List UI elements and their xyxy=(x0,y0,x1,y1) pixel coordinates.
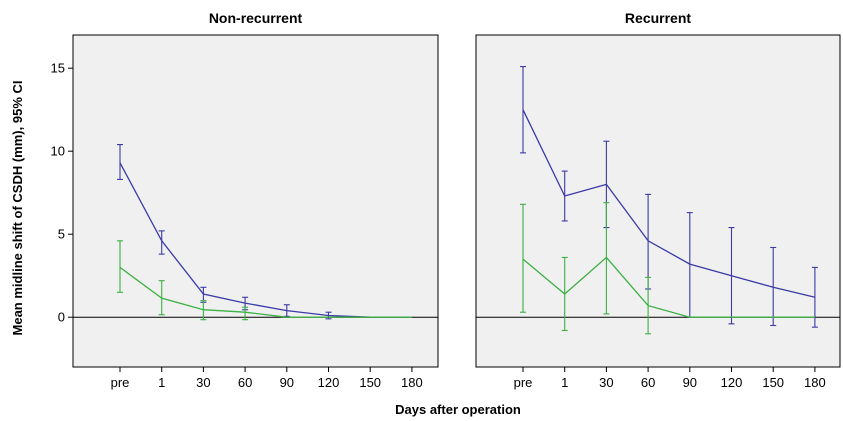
x-tick-label: 90 xyxy=(683,375,697,390)
x-tick-label: 120 xyxy=(721,375,743,390)
error-bar xyxy=(158,230,165,255)
x-tick-label: pre xyxy=(514,375,533,390)
panel-2: Recurrent pre 1 30 60 90 120 150 180 xyxy=(475,10,841,390)
series-line xyxy=(522,256,815,318)
x-tick-label: 30 xyxy=(599,375,613,390)
x-tick-label: 180 xyxy=(401,375,423,390)
y-tick-label: 5 xyxy=(58,227,65,242)
x-tick-label: 1 xyxy=(561,375,568,390)
x-tick-label: 150 xyxy=(359,375,381,390)
x-tick-label: 30 xyxy=(196,375,210,390)
series-line xyxy=(119,266,412,318)
y-tick-label: 10 xyxy=(51,144,65,159)
panel-title: Recurrent xyxy=(625,10,691,26)
plot-area xyxy=(475,34,841,368)
series-green xyxy=(520,202,815,335)
series-green xyxy=(117,240,412,321)
x-tick-label: 120 xyxy=(318,375,340,390)
panel-title: Non-recurrent xyxy=(209,10,303,26)
y-tick-label: 15 xyxy=(51,61,65,76)
x-tick-label: 150 xyxy=(762,375,784,390)
x-tick-label: 60 xyxy=(238,375,252,390)
error-bar xyxy=(770,246,777,327)
series-line xyxy=(522,109,816,298)
x-tick-label: 180 xyxy=(804,375,826,390)
panel-1: Non-recurrent 0 5 10 15 pre 1 30 60 90 120 150 180 xyxy=(51,10,439,390)
x-tick-label: 1 xyxy=(158,375,165,390)
y-axis-label: Mean midline shift of CSDH (mm), 95% CI xyxy=(10,81,25,336)
error-bar xyxy=(242,306,249,321)
y-axis-label-group: Mean midline shift of CSDH (mm), 95% CI xyxy=(10,81,25,336)
y-tick-label: 0 xyxy=(58,310,65,325)
x-tick-label: 60 xyxy=(641,375,655,390)
error-bar xyxy=(520,203,526,313)
x-tick-label: 90 xyxy=(280,375,294,390)
x-axis-label: Days after operation xyxy=(395,402,521,417)
plot-area xyxy=(72,34,439,368)
x-tick-label: pre xyxy=(111,375,130,390)
error-bar xyxy=(117,144,123,180)
error-bar xyxy=(117,240,123,293)
series-blue xyxy=(520,65,818,328)
